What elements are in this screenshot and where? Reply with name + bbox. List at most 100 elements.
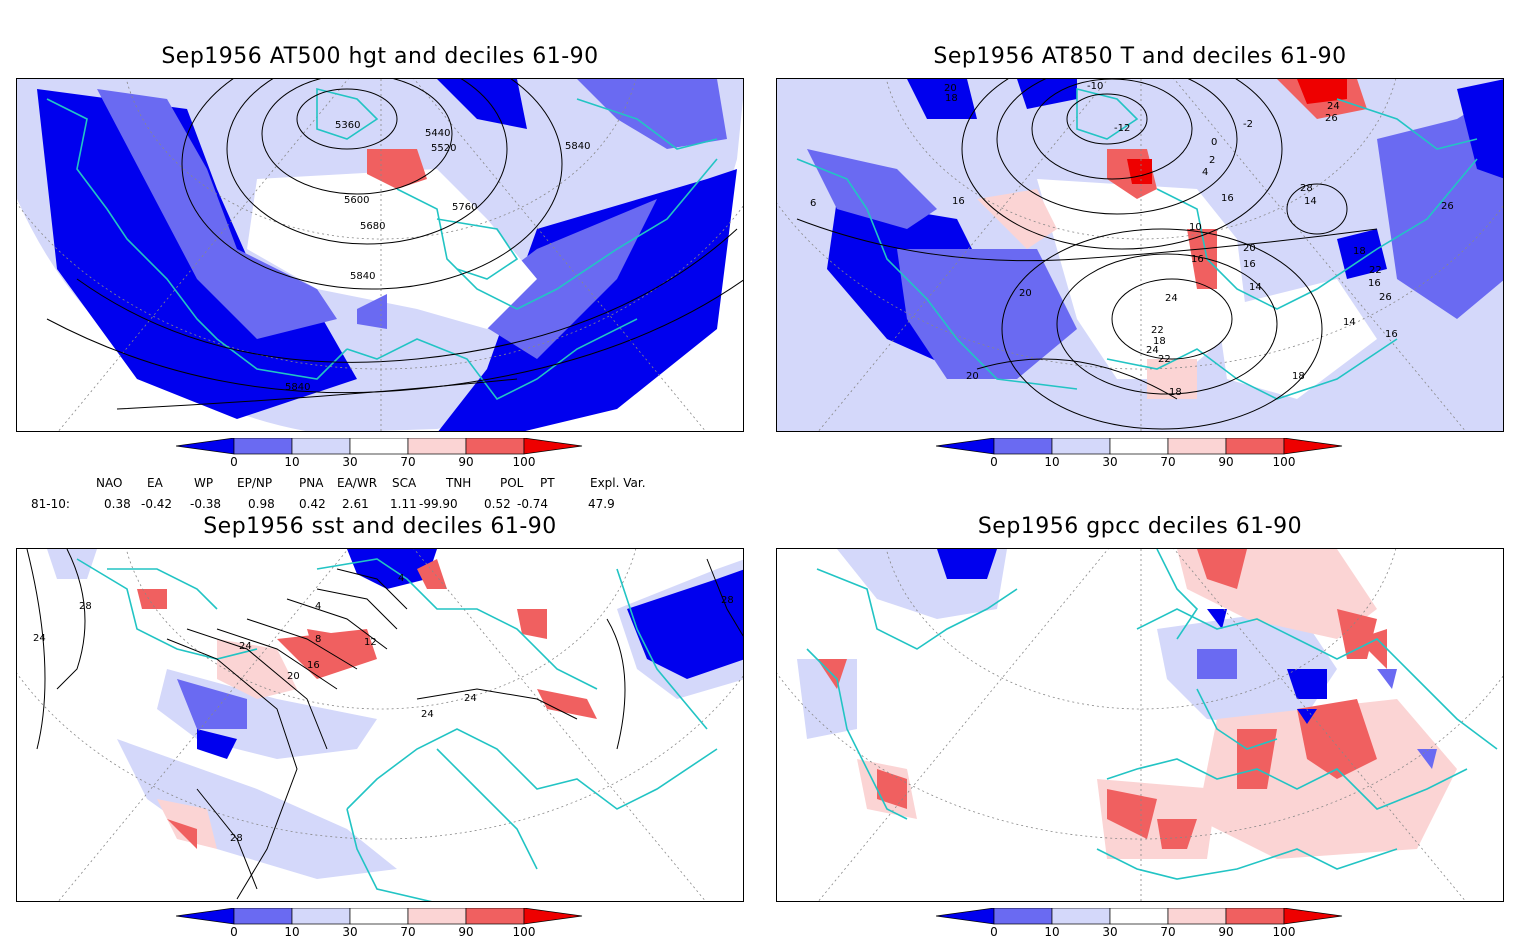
contour-label: 16	[1385, 329, 1398, 340]
index-value-epnp: 0.98	[248, 497, 275, 511]
contour-label: 2	[1209, 155, 1215, 166]
index-value-sca: 1.11	[390, 497, 417, 511]
colorbar-tick: 70	[400, 455, 416, 469]
contour-label: 5840	[285, 382, 310, 393]
contour-label: 14	[1249, 282, 1262, 293]
contour-label: 28	[230, 833, 243, 844]
colorbar-tick: 0	[990, 455, 998, 469]
map-t850-svg: -10 20 18 24 26 -2 -12 0 2 4 6 16 16 10 …	[777, 79, 1503, 431]
contour-label: 6	[810, 198, 816, 209]
contour-label: 14	[1304, 196, 1317, 207]
panel-title-sst: Sep1956 sst and deciles 61-90	[203, 514, 557, 539]
index-value-pna: 0.42	[299, 497, 326, 511]
contour-label: 4	[315, 601, 321, 612]
contour-label: 5760	[452, 202, 477, 213]
index-header-epnp: EP/NP	[237, 476, 273, 490]
colorbar-t850: 0 10 30 70 90 100	[936, 438, 1346, 478]
colorbar-tick: 100	[1272, 925, 1296, 939]
contour-label: 24	[1165, 293, 1178, 304]
contour-label: 28	[79, 601, 92, 612]
index-value-pol: 0.52	[484, 497, 511, 511]
map-panel-hgt500: 5360 5440 5520 5840 5600 5760 5680 5840 …	[16, 78, 744, 432]
index-value-ea: -0.42	[141, 497, 173, 511]
colorbar-tick: 90	[458, 455, 474, 469]
contour-label: 14	[1343, 317, 1356, 328]
contour-label: 4	[1202, 167, 1208, 178]
colorbar-tick: 100	[512, 925, 536, 939]
contour-label: 24	[421, 709, 434, 720]
contour-label: 26	[1379, 292, 1392, 303]
colorbar-tick: 30	[1102, 455, 1118, 469]
contour-label: 22	[1151, 325, 1164, 336]
colorbar-sst: 0 10 30 70 90 100	[176, 908, 586, 948]
contour-label: 5840	[350, 271, 375, 282]
contour-label: 26	[1325, 113, 1338, 124]
colorbar-swatches	[936, 908, 1343, 925]
contour-label: 18	[1169, 387, 1182, 398]
index-header-sca: SCA	[392, 476, 417, 490]
contour-label: 5680	[360, 221, 385, 232]
colorbar-tick: 70	[1160, 455, 1176, 469]
colorbar-tick: 100	[512, 455, 536, 469]
contour-label: 20	[944, 83, 957, 94]
contour-label: 5520	[431, 143, 456, 154]
contour-label: 20	[1243, 243, 1256, 254]
contour-label: 16	[1221, 193, 1234, 204]
contour-label: 20	[966, 371, 979, 382]
contour-label: 5360	[335, 120, 360, 131]
index-row-label: 81-10:	[31, 497, 70, 511]
contour-label: 5840	[565, 141, 590, 152]
map-gpcc-svg	[777, 549, 1503, 901]
colorbar-swatches	[176, 908, 583, 925]
contour-label: 26	[1441, 201, 1454, 212]
colorbar-tick: 10	[284, 455, 300, 469]
index-header-explvar: Expl. Var.	[590, 476, 646, 490]
contour-label: 24	[1327, 101, 1340, 112]
contour-label: 16	[1368, 278, 1381, 289]
contour-label: 5600	[344, 195, 369, 206]
colorbar-tick: 0	[230, 455, 238, 469]
index-value-eawr: 2.61	[342, 497, 369, 511]
contour-label: 18	[945, 93, 958, 104]
colorbar-tick: 70	[1160, 925, 1176, 939]
colorbar-tick: 10	[1044, 455, 1060, 469]
index-header-pt: PT	[540, 476, 555, 490]
contour-label: 12	[364, 637, 377, 648]
indices-table: NAO EA WP EP/NP PNA EA/WR SCA TNH POL PT…	[0, 474, 700, 514]
index-value-pt: -0.74	[517, 497, 549, 511]
map-sst-svg: 28 24 24 4 8 12 16 20 4 24 24 28 28	[17, 549, 743, 901]
colorbar-tick: 90	[1218, 925, 1234, 939]
colorbar-tick: 10	[1044, 925, 1060, 939]
contour-label: 16	[1243, 259, 1256, 270]
colorbar-gpcc: 0 10 30 70 90 100	[936, 908, 1346, 948]
contour-label: -2	[1243, 119, 1253, 130]
panel-title-t850: Sep1956 AT850 T and deciles 61-90	[933, 44, 1347, 69]
index-value-wp: -0.38	[190, 497, 222, 511]
colorbar-tick: 30	[1102, 925, 1118, 939]
index-header-eawr: EA/WR	[337, 476, 378, 490]
colorbar-swatches	[176, 438, 583, 455]
contour-label: 22	[1369, 265, 1382, 276]
colorbar-tick: 90	[1218, 455, 1234, 469]
colorbar-tick: 100	[1272, 455, 1296, 469]
index-header-nao: NAO	[96, 476, 123, 490]
colorbar-hgt500: 0 10 30 70 90 100	[176, 438, 586, 478]
contour-label: 0	[1211, 137, 1217, 148]
contour-label: 18	[1353, 246, 1366, 257]
map-panel-gpcc	[776, 548, 1504, 902]
index-header-ea: EA	[147, 476, 163, 490]
index-value-nao: 0.38	[104, 497, 131, 511]
colorbar-tick: 30	[342, 455, 358, 469]
panel-title-hgt500: Sep1956 AT500 hgt and deciles 61-90	[161, 44, 599, 69]
contour-label: 24	[1146, 345, 1159, 356]
panel-title-gpcc: Sep1956 gpcc deciles 61-90	[977, 514, 1303, 539]
contour-label: 20	[1019, 288, 1032, 299]
contour-label: 18	[1153, 336, 1166, 347]
contour-label: -12	[1114, 123, 1130, 134]
contour-label: 5440	[425, 128, 450, 139]
contour-label: -10	[1087, 81, 1103, 92]
contour-label: 16	[952, 196, 965, 207]
index-header-tnh: TNH	[446, 476, 472, 490]
index-header-pna: PNA	[299, 476, 324, 490]
colorbar-tick: 90	[458, 925, 474, 939]
